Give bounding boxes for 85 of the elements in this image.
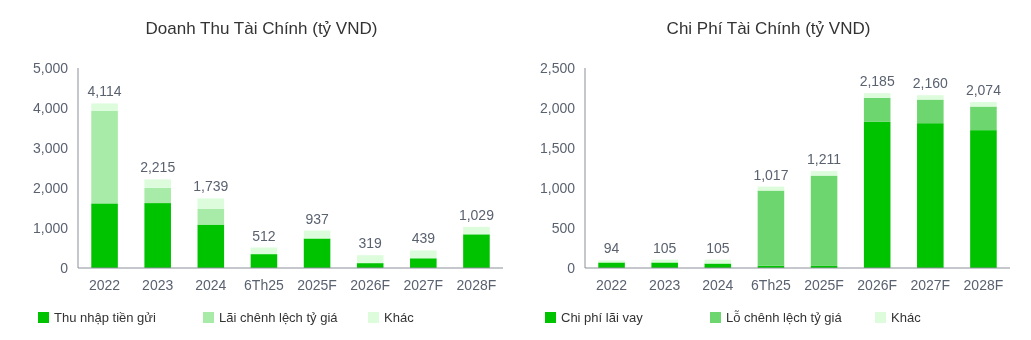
total-label: 937 xyxy=(305,210,329,227)
total-label: 439 xyxy=(411,230,436,247)
x-tick-label: 6Th25 xyxy=(751,277,791,293)
y-tick-label: 1,500 xyxy=(539,139,576,156)
y-tick-label: 0 xyxy=(567,259,576,276)
bar xyxy=(144,187,171,204)
x-tick-label: 2024 xyxy=(702,277,734,293)
total-label: 1,739 xyxy=(193,178,229,195)
bar xyxy=(91,103,118,111)
bar xyxy=(970,130,997,268)
bar xyxy=(704,259,732,264)
bar xyxy=(863,97,891,122)
x-tick-label: 2025F xyxy=(297,277,337,293)
bar xyxy=(863,93,891,98)
bar xyxy=(410,250,437,259)
total-label: 1,211 xyxy=(807,151,842,168)
bar xyxy=(463,226,490,235)
bar xyxy=(197,208,225,225)
bar xyxy=(197,224,225,268)
bar xyxy=(91,110,118,204)
total-label: 1,017 xyxy=(753,166,789,183)
y-tick-label: 1,000 xyxy=(539,179,576,196)
x-tick-label: 2022 xyxy=(595,277,628,293)
bar xyxy=(917,123,944,268)
bar xyxy=(757,190,785,266)
y-tick-label: 4,000 xyxy=(32,99,69,116)
bar xyxy=(970,106,997,131)
y-tick-label: 2,000 xyxy=(32,179,69,196)
x-tick-label: 2028F xyxy=(456,277,497,293)
x-tick-label: 6Th25 xyxy=(244,277,284,293)
bar xyxy=(598,262,625,268)
bar xyxy=(651,262,678,268)
bar xyxy=(863,121,891,268)
bar xyxy=(917,99,944,124)
bar xyxy=(356,255,384,264)
x-tick-label: 2023 xyxy=(142,277,174,293)
total-label: 512 xyxy=(252,227,276,244)
legend-label: Khác xyxy=(891,310,922,325)
x-tick-label: 2022 xyxy=(88,277,121,293)
x-tick-label: 2027F xyxy=(403,277,444,293)
y-tick-label: 3,000 xyxy=(32,139,69,156)
legend-label: Chi phí lãi vay xyxy=(561,310,644,325)
bar xyxy=(463,234,490,268)
bar xyxy=(757,186,785,191)
legend-label: Lỗ chênh lệch tỷ giá xyxy=(726,310,843,325)
bar xyxy=(303,238,331,268)
bar xyxy=(810,171,838,176)
legend-label: Khác xyxy=(384,310,415,325)
bar xyxy=(598,260,625,263)
total-label: 2,074 xyxy=(965,82,1002,99)
bar xyxy=(410,258,437,268)
total-label: 319 xyxy=(358,235,383,252)
bar xyxy=(917,95,944,100)
total-label: 105 xyxy=(653,239,677,256)
bar xyxy=(91,203,118,268)
bar xyxy=(144,203,171,268)
y-tick-label: 5,000 xyxy=(32,59,69,76)
total-label: 1,029 xyxy=(458,206,495,223)
x-tick-label: 2026F xyxy=(350,277,391,293)
total-label: 94 xyxy=(603,240,620,257)
bar xyxy=(197,198,225,209)
total-label: 4,114 xyxy=(87,83,122,100)
x-tick-label: 2025F xyxy=(804,277,844,293)
total-label: 2,215 xyxy=(140,159,176,176)
total-label: 105 xyxy=(706,239,730,256)
y-tick-label: 1,000 xyxy=(32,219,69,236)
bar xyxy=(970,102,997,107)
legend-label: Lãi chênh lệch tỷ giá xyxy=(219,310,339,325)
total-label: 2,185 xyxy=(859,73,895,90)
bar xyxy=(810,175,838,266)
x-tick-label: 2028F xyxy=(963,277,1004,293)
total-label: 2,160 xyxy=(912,75,949,92)
y-tick-label: 500 xyxy=(551,219,576,236)
y-tick-label: 2,000 xyxy=(539,99,576,116)
y-tick-label: 2,500 xyxy=(539,59,576,76)
bar xyxy=(250,254,278,268)
y-tick-label: 0 xyxy=(60,259,69,276)
chart-title: Doanh Thu Tài Chính (tỷ VND) xyxy=(145,19,378,38)
x-tick-label: 2023 xyxy=(649,277,681,293)
bar xyxy=(144,179,171,188)
x-tick-label: 2027F xyxy=(910,277,951,293)
legend-label: Thu nhập tiền gửi xyxy=(54,310,157,325)
x-tick-label: 2026F xyxy=(857,277,898,293)
chart-title: Chi Phí Tài Chính (tỷ VND) xyxy=(666,19,871,38)
x-tick-label: 2024 xyxy=(195,277,227,293)
